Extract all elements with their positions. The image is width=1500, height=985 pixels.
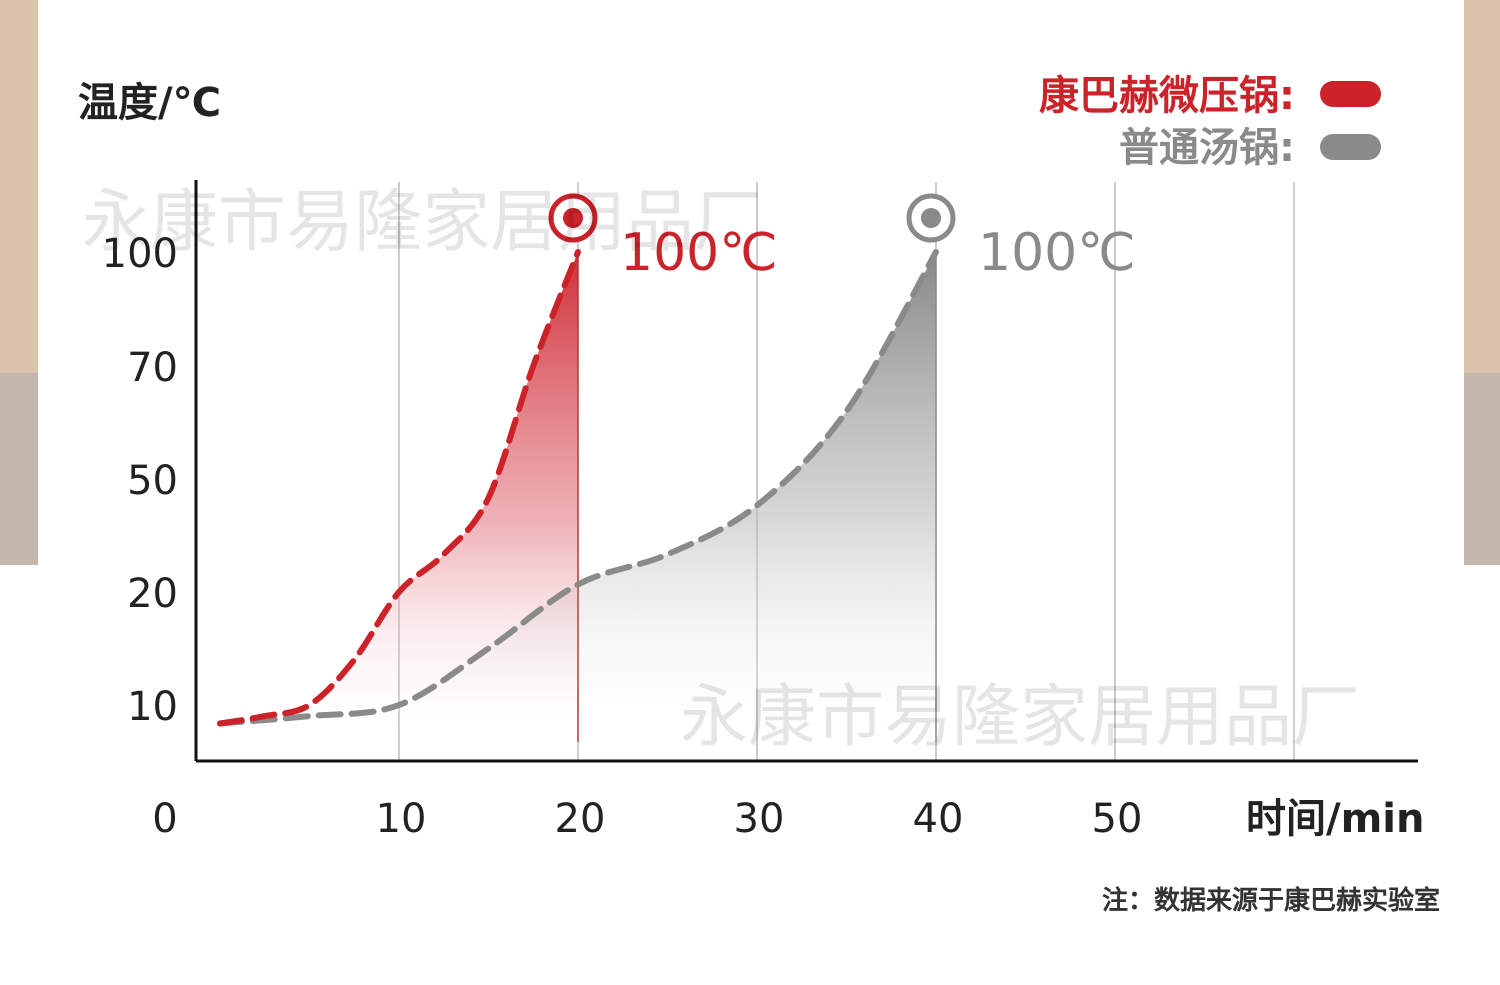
peak-label-red: 100℃ [620, 223, 778, 283]
area-fill-red [220, 252, 578, 742]
peak-label-gray: 100℃ [978, 223, 1136, 283]
watermark-bottom: 永康市易隆家居用品厂 [680, 678, 1360, 757]
watermark-top: 永康市易隆家居用品厂 [82, 183, 762, 262]
series-line-red [217, 249, 581, 727]
series-line-gray [217, 249, 939, 727]
data-point-red-1 [263, 714, 267, 718]
left-decorative-band [0, 0, 38, 565]
legend-swatch-gray [1320, 134, 1381, 160]
y-tick-label-50: 50 [127, 458, 178, 504]
x-axis-label: 时间/min [1246, 796, 1424, 842]
data-point-gray-2 [397, 703, 401, 707]
peak-markers: 100℃ 100℃ [548, 193, 1136, 283]
data-source-note: 注：数据来源于康巴赫实验室 [1102, 885, 1440, 916]
data-point-red-4 [397, 590, 401, 594]
x-tick-label-0: 0 [152, 796, 177, 842]
data-point-red-5 [442, 552, 446, 556]
y-tick-label-70: 70 [127, 345, 178, 391]
x-tick-label-10: 10 [376, 796, 427, 842]
x-tick-label-40: 40 [913, 796, 964, 842]
data-point-gray-4 [576, 582, 580, 586]
y-axis-label: 温度/℃ [78, 80, 221, 126]
data-point-red-2 [308, 703, 312, 707]
x-tick-label-20: 20 [555, 796, 606, 842]
peak-marker-red [548, 193, 598, 243]
data-point-gray-5 [666, 552, 670, 556]
legend-label-ordinary-pot: 普通汤锅: [1119, 125, 1295, 171]
data-point-red-6 [487, 496, 491, 500]
series-lines [217, 249, 939, 727]
data-point-gray-3 [487, 647, 491, 651]
area-fills [220, 252, 937, 742]
data-point-gray-1 [308, 714, 312, 718]
data-point-red-7 [531, 364, 535, 368]
right-decorative-band [1464, 0, 1500, 565]
data-point-red-0 [218, 722, 222, 726]
data-point-gray-8 [934, 250, 938, 254]
area-fill-gray [220, 252, 936, 742]
data-point-red-3 [352, 658, 356, 662]
data-point-gray-6 [755, 503, 759, 507]
x-tick-label-50: 50 [1092, 796, 1143, 842]
y-tick-label-20: 20 [127, 571, 178, 617]
legend-swatch-red [1320, 81, 1381, 107]
x-tick-labels: 0 10 20 30 40 50 [152, 796, 1142, 842]
peak-marker-gray [906, 193, 956, 243]
y-tick-label-100: 100 [102, 231, 178, 277]
legend-label-micro-pressure-cooker: 康巴赫微压锅: [1039, 73, 1295, 119]
y-tick-labels: 10 20 50 70 100 [102, 231, 178, 730]
legend: 康巴赫微压锅: 普通汤锅: [1039, 73, 1381, 171]
y-tick-label-10: 10 [127, 684, 178, 730]
x-tick-label-30: 30 [734, 796, 785, 842]
data-point-gray-7 [845, 409, 849, 413]
